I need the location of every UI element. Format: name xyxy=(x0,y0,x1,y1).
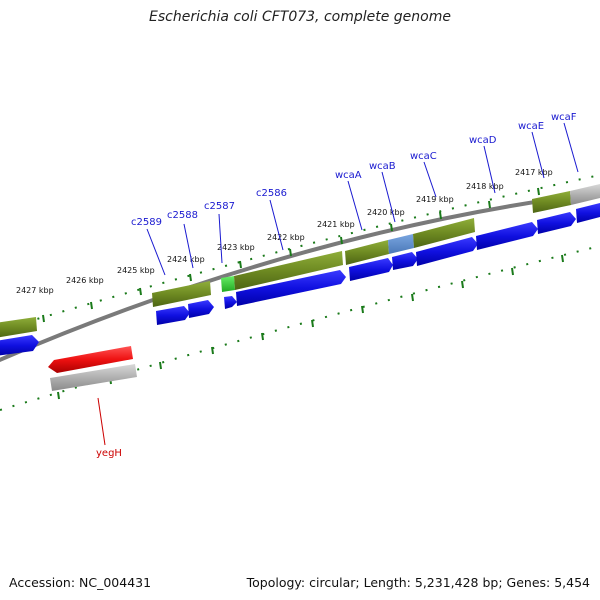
cds-arrow[interactable] xyxy=(236,270,346,306)
gene-label[interactable]: c2586 xyxy=(256,188,287,199)
gene-label[interactable]: c2588 xyxy=(167,210,198,221)
kbp-label: 2426 kbp xyxy=(66,276,104,285)
kbp-label: 2423 kbp xyxy=(217,243,255,252)
gene-bar[interactable] xyxy=(532,191,571,213)
gene-label[interactable]: wcaF xyxy=(551,112,577,123)
cds-arrow[interactable] xyxy=(0,335,39,356)
gene-bar[interactable] xyxy=(234,251,343,290)
kbp-label: 2424 kbp xyxy=(167,255,205,264)
gene-label[interactable]: c2587 xyxy=(204,201,235,212)
kbp-label: 2425 kbp xyxy=(117,266,155,275)
gene-label[interactable]: wcaC xyxy=(410,151,437,162)
gene-bar-reverse[interactable] xyxy=(50,364,137,391)
label-leaders xyxy=(146,122,579,276)
cds-arrow[interactable] xyxy=(156,306,190,325)
cds-arrow[interactable] xyxy=(349,258,393,281)
gene-bar[interactable] xyxy=(345,240,389,265)
gene-bar[interactable] xyxy=(0,317,37,338)
kbp-label: 2422 kbp xyxy=(267,233,305,242)
kbp-label: 2418 kbp xyxy=(466,182,504,191)
gene-labels: c2589 c2588 c2587 c2586 wcaA wcaB wcaC w… xyxy=(96,112,577,459)
map-title: Escherichia coli CFT073, complete genome xyxy=(149,9,451,25)
gene-label[interactable]: wcaB xyxy=(369,161,396,172)
kbp-label: 2420 kbp xyxy=(367,208,405,217)
accession-text: Accession: NC_004431 xyxy=(9,575,152,590)
gene-bar[interactable] xyxy=(413,218,475,248)
major-ticks xyxy=(42,187,540,323)
gene-label[interactable]: wcaA xyxy=(335,170,362,181)
kbp-label: 2419 kbp xyxy=(416,195,454,204)
outer-tick-ring xyxy=(0,174,600,331)
cds-track-forward xyxy=(0,203,600,356)
cds-arrow[interactable] xyxy=(224,296,237,309)
gene-track-outer xyxy=(0,184,600,338)
gene-bar-highlight[interactable] xyxy=(388,234,414,254)
cds-arrow[interactable] xyxy=(392,252,418,270)
inner-tick-ring xyxy=(0,245,600,411)
kbp-label: 2417 kbp xyxy=(515,168,553,177)
genome-backbone xyxy=(0,190,600,363)
gene-label[interactable]: yegH xyxy=(96,448,122,459)
gene-bar-gray[interactable] xyxy=(570,184,600,205)
cds-arrow[interactable] xyxy=(476,222,538,250)
gene-bar[interactable] xyxy=(152,281,211,307)
gene-label[interactable]: c2589 xyxy=(131,217,162,228)
reverse-track xyxy=(48,346,137,391)
cds-arrow[interactable] xyxy=(416,237,478,266)
topology-text: Topology: circular; Length: 5,231,428 bp… xyxy=(246,575,590,590)
cds-arrow[interactable] xyxy=(537,212,576,234)
kbp-label: 2421 kbp xyxy=(317,220,355,229)
gene-label[interactable]: wcaE xyxy=(518,121,544,132)
cds-arrow[interactable] xyxy=(188,300,214,318)
cds-arrow-reverse[interactable] xyxy=(48,346,133,373)
kbp-labels: 2427 kbp 2426 kbp 2425 kbp 2424 kbp 2423… xyxy=(16,168,553,295)
gene-label[interactable]: wcaD xyxy=(469,135,497,146)
kbp-label: 2427 kbp xyxy=(16,286,54,295)
cds-arrow[interactable] xyxy=(576,203,600,223)
gene-bar-green[interactable] xyxy=(221,276,235,292)
label-leader-reverse xyxy=(97,397,106,446)
